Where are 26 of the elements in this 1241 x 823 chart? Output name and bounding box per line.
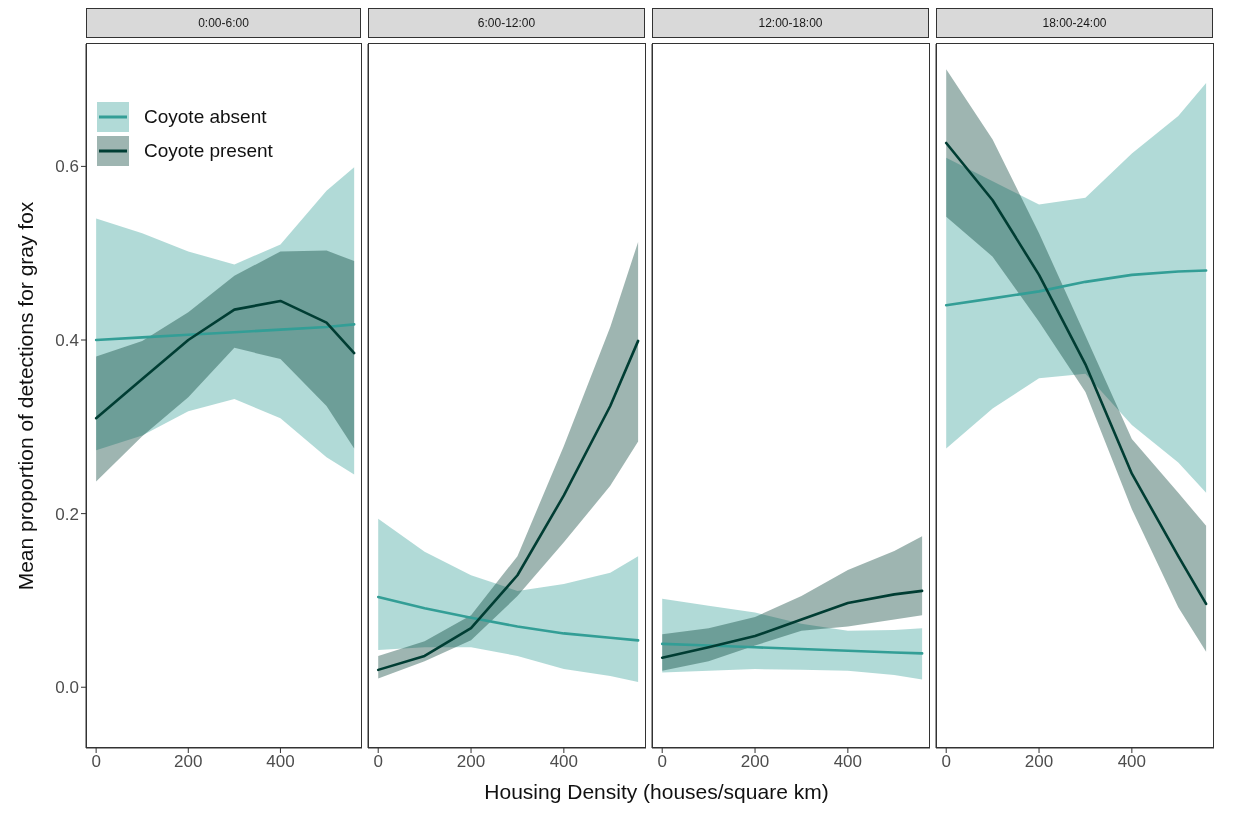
x-tick-label: 400	[833, 752, 863, 772]
x-tick-label: 0	[91, 752, 101, 772]
chart-title: 18:00-24:00	[936, 8, 1213, 38]
legend-label: Coyote present	[144, 140, 273, 162]
chart-title: 6:00-12:00	[368, 8, 645, 38]
chart-title: 12:00-18:00	[652, 8, 929, 38]
x-tick-label: 200	[174, 752, 203, 772]
x-tick-label: 400	[266, 752, 295, 772]
x-tick-label: 0	[373, 752, 383, 772]
x-tick-label: 0	[941, 752, 951, 772]
y-tick-label: 0.4	[55, 331, 79, 351]
legend-label: Coyote absent	[144, 106, 267, 128]
chart-title: 0:00-6:00	[86, 8, 361, 38]
y-axis-title: Mean proportion of detections for gray fox	[14, 201, 38, 591]
y-tick-label: 0.6	[55, 157, 79, 177]
x-tick-label: 0	[657, 752, 667, 772]
x-tick-label: 200	[740, 752, 770, 772]
x-tick-label: 200	[1024, 752, 1054, 772]
x-tick-label: 200	[456, 752, 486, 772]
x-tick-label: 400	[549, 752, 579, 772]
y-tick-label: 0.2	[55, 504, 79, 524]
x-tick-label: 400	[1117, 752, 1147, 772]
line-series	[94, 299, 356, 420]
y-tick-label: 0.0	[55, 678, 79, 698]
x-axis-title: Housing Density (houses/square km)	[483, 780, 830, 804]
line-series	[94, 323, 356, 342]
